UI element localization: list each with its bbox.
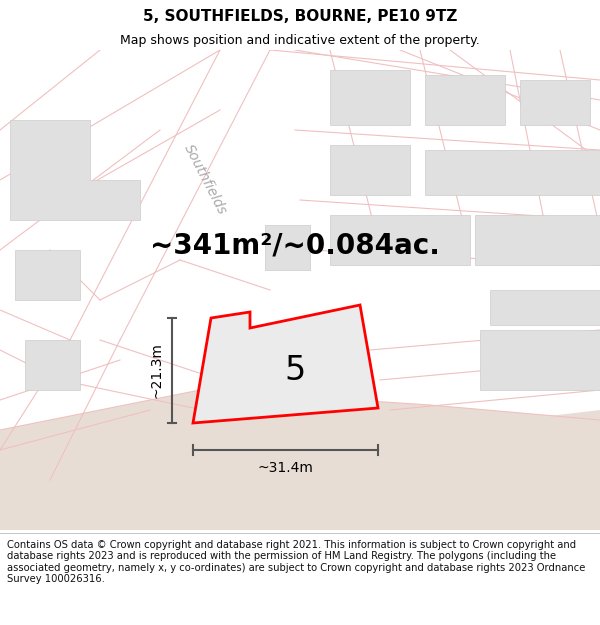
- Text: ~21.3m: ~21.3m: [149, 342, 163, 399]
- Polygon shape: [193, 305, 378, 423]
- Polygon shape: [330, 70, 410, 125]
- Text: ~31.4m: ~31.4m: [257, 461, 313, 475]
- Polygon shape: [330, 215, 470, 265]
- Text: 5, SOUTHFIELDS, BOURNE, PE10 9TZ: 5, SOUTHFIELDS, BOURNE, PE10 9TZ: [143, 9, 457, 24]
- Polygon shape: [490, 290, 600, 325]
- Text: Map shows position and indicative extent of the property.: Map shows position and indicative extent…: [120, 34, 480, 47]
- Text: 5: 5: [284, 354, 305, 386]
- Polygon shape: [10, 120, 140, 220]
- Polygon shape: [25, 340, 80, 390]
- Text: Contains OS data © Crown copyright and database right 2021. This information is : Contains OS data © Crown copyright and d…: [7, 539, 586, 584]
- Polygon shape: [520, 80, 590, 125]
- Polygon shape: [475, 215, 600, 265]
- Polygon shape: [425, 75, 505, 125]
- Polygon shape: [265, 225, 310, 270]
- Polygon shape: [480, 330, 600, 390]
- Text: ~341m²/~0.084ac.: ~341m²/~0.084ac.: [150, 231, 440, 259]
- Text: Southfields: Southfields: [181, 142, 229, 218]
- Polygon shape: [15, 250, 80, 300]
- Polygon shape: [330, 145, 410, 195]
- Polygon shape: [0, 390, 600, 530]
- Polygon shape: [0, 410, 600, 530]
- Polygon shape: [425, 150, 600, 195]
